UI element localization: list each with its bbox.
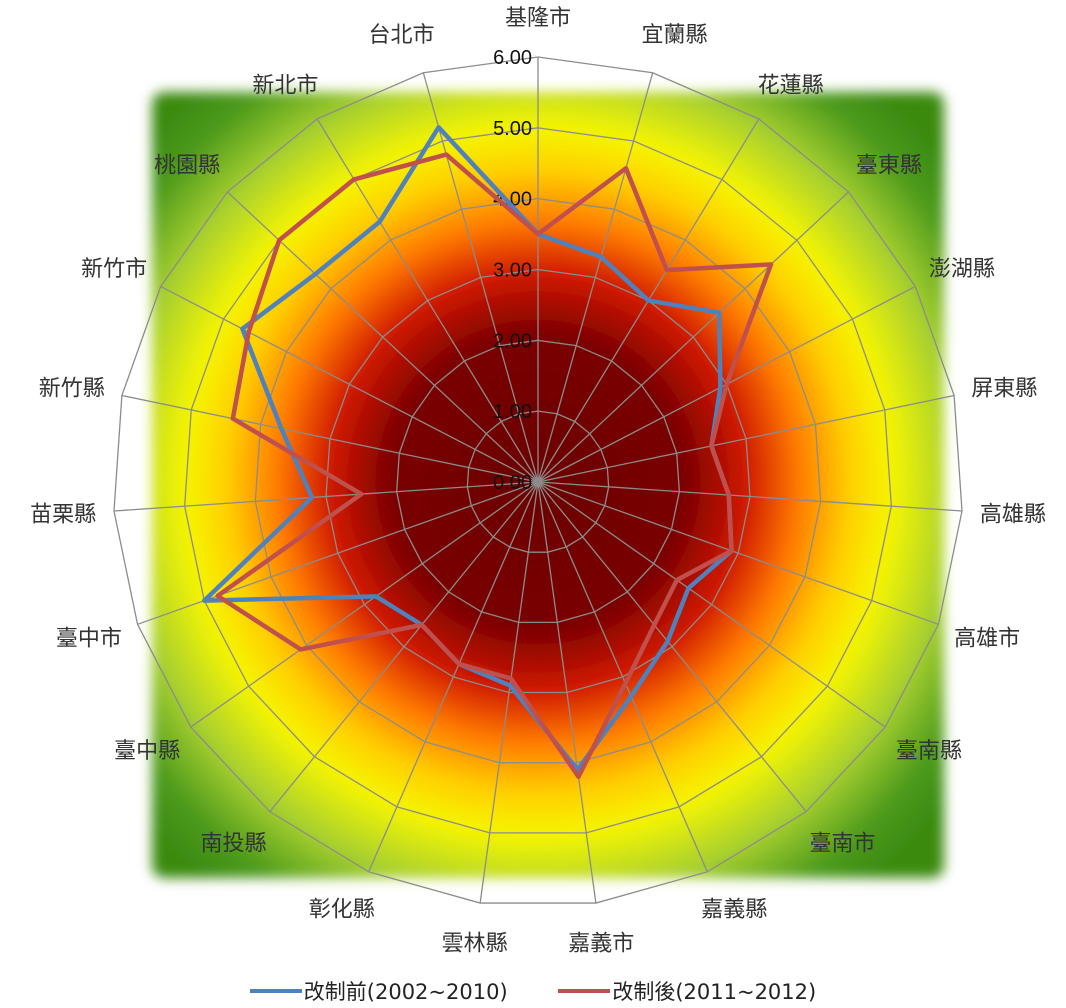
category-label: 雲林縣 — [442, 932, 508, 957]
grid-spoke — [190, 481, 539, 728]
legend-swatch-series-2 — [558, 989, 611, 993]
series-line-2 — [215, 152, 774, 779]
grid-spoke — [422, 72, 539, 483]
tick-label: 3.00 — [493, 260, 532, 282]
category-label: 臺南市 — [809, 832, 875, 857]
grid-ring — [396, 339, 680, 623]
category-label: 苗栗縣 — [30, 503, 96, 528]
category-label: 臺東縣 — [856, 154, 922, 179]
legend-item-series-1: 改制前(2002~2010) — [249, 976, 508, 1006]
category-label: 屏東縣 — [971, 376, 1037, 401]
category-label: 嘉義市 — [568, 932, 634, 957]
grid-spoke — [160, 285, 539, 483]
category-label: 新北市 — [252, 74, 318, 99]
grid-ring — [184, 127, 892, 834]
legend-label-series-2: 改制後(2011~2012) — [612, 980, 817, 1004]
tick-label: 6.00 — [493, 47, 532, 69]
grid-ring — [254, 198, 822, 764]
category-label: 新竹市 — [81, 257, 147, 282]
category-label: 高雄市 — [954, 627, 1020, 652]
grid-ring — [466, 410, 610, 553]
grid-spoke — [537, 394, 955, 483]
category-label: 宜蘭縣 — [641, 23, 707, 48]
category-label: 新竹縣 — [39, 376, 105, 401]
grid-spoke — [269, 481, 539, 813]
category-label: 南投縣 — [201, 832, 267, 857]
grid-spoke — [537, 481, 963, 512]
series-lines — [202, 125, 774, 779]
legend: 改制前(2002~2010) 改制後(2011~2012) — [0, 974, 1066, 1006]
legend-label-series-1: 改制前(2002~2010) — [303, 980, 508, 1004]
grid-spoke — [537, 481, 597, 904]
category-label: 高雄縣 — [980, 503, 1046, 528]
category-label: 臺南縣 — [896, 739, 962, 764]
grid-spoke — [537, 481, 807, 813]
tick-label: 2.00 — [493, 330, 532, 352]
category-label: 澎湖縣 — [929, 257, 995, 282]
grid-spoke — [121, 394, 539, 483]
category-label: 基隆市 — [505, 6, 571, 31]
tick-label: 1.00 — [493, 401, 532, 423]
grid-spoke — [113, 481, 539, 512]
grid-spoke — [537, 481, 939, 625]
grid-spoke — [368, 481, 539, 873]
category-label: 彰化縣 — [309, 898, 375, 923]
legend-item-series-2: 改制後(2011~2012) — [558, 976, 816, 1006]
tick-label: 0.00 — [493, 472, 532, 494]
grid-ring — [113, 56, 963, 904]
grid-spoke — [537, 481, 886, 728]
tick-label: 5.00 — [493, 118, 532, 140]
grid-spoke — [479, 481, 539, 904]
category-label: 嘉義縣 — [701, 898, 767, 923]
category-label: 台北市 — [369, 23, 435, 48]
legend-swatch-series-1 — [249, 989, 302, 993]
category-label: 臺中縣 — [114, 739, 180, 764]
grid-spoke — [537, 72, 654, 483]
grid-spoke — [537, 191, 850, 483]
grid-spoke — [537, 481, 708, 873]
category-label: 臺中市 — [56, 627, 122, 652]
category-label: 桃園縣 — [154, 154, 220, 179]
category-label: 花蓮縣 — [758, 74, 824, 99]
